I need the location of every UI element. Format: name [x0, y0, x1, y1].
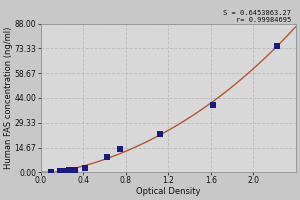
Point — [72, 168, 77, 171]
Point — [104, 155, 109, 159]
Point — [157, 133, 162, 136]
Point — [67, 169, 72, 172]
Y-axis label: Human FAS concentration (ng/ml): Human FAS concentration (ng/ml) — [4, 27, 13, 169]
Point — [49, 171, 54, 174]
Point — [211, 103, 215, 106]
X-axis label: Optical Density: Optical Density — [136, 187, 200, 196]
Text: S = 0.6453863.27
r= 0.99984695: S = 0.6453863.27 r= 0.99984695 — [223, 10, 291, 23]
Point — [61, 169, 66, 173]
Point — [83, 166, 88, 169]
Point — [57, 170, 62, 173]
Point — [118, 148, 123, 151]
Point — [274, 44, 279, 47]
